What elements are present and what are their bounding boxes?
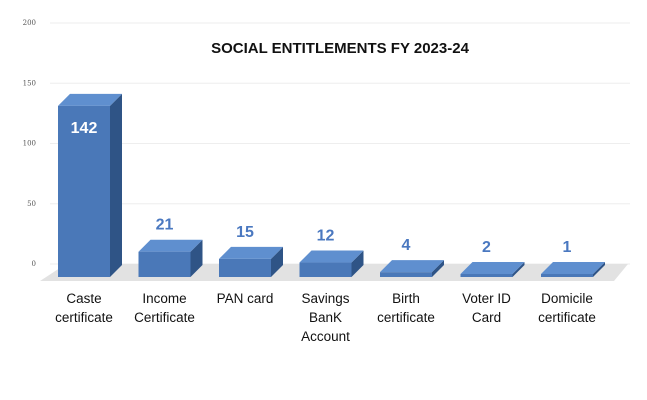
x-tick-label-line: Account [301, 329, 350, 344]
x-tick-label-line: Certificate [134, 310, 195, 325]
x-tick-label-line: Voter ID [462, 291, 511, 306]
bar-top [460, 262, 525, 274]
bar-6 [541, 262, 605, 277]
data-label: 21 [156, 217, 174, 234]
bar [299, 262, 352, 277]
bar-top [138, 239, 203, 252]
bar-side [512, 262, 525, 277]
bar-top [219, 246, 283, 259]
bar-side [593, 262, 605, 277]
bar [460, 274, 513, 277]
bar-5 [460, 262, 525, 277]
x-tick-label-line: certificate [377, 310, 435, 325]
bar-side [190, 239, 203, 277]
y-tick-label: 50 [27, 200, 36, 208]
data-label: 142 [71, 120, 98, 137]
x-tick-label-line: Caste [66, 291, 101, 306]
bar-2 [219, 246, 283, 277]
bar [58, 105, 110, 277]
bar-1 [138, 239, 203, 277]
x-tick-label-line: Birth [392, 291, 420, 306]
x-tick-label: Income Certificate [134, 291, 195, 325]
x-tick-label: Caste certificate [55, 291, 113, 325]
x-tick-label: Voter ID Card [462, 291, 511, 325]
bar-0 [58, 93, 122, 277]
x-tick-label: PAN card [217, 291, 274, 306]
data-label: 2 [482, 239, 491, 256]
x-tick-label: Domicile certificate [538, 291, 596, 325]
bar [138, 251, 191, 277]
bar-top [58, 93, 122, 106]
bar-top [380, 260, 444, 273]
bar [219, 258, 271, 277]
data-label: 12 [317, 228, 335, 245]
x-tick-label-line: PAN card [217, 291, 274, 306]
y-tick-label: 100 [23, 140, 36, 148]
bar-side [351, 250, 364, 277]
y-tick-label: 150 [23, 79, 36, 87]
y-tick-label: 0 [32, 260, 36, 268]
y-tick-label: 200 [23, 19, 36, 27]
x-tick-label-line: Domicile [541, 291, 593, 306]
chart-title: SOCIAL ENTITLEMENTS FY 2023-24 [211, 40, 469, 57]
bar-side [110, 93, 122, 277]
bar-3 [299, 250, 364, 277]
bar-top [299, 250, 364, 263]
data-label: 1 [563, 239, 572, 256]
bar-top [541, 262, 605, 274]
x-tick-label: Savings BanK Account [301, 291, 350, 344]
bar-side [271, 246, 283, 277]
data-label: 15 [236, 224, 254, 241]
bar-side [432, 260, 444, 277]
x-tick-label-line: Income [142, 291, 186, 306]
x-tick-label-line: BanK [309, 310, 342, 325]
bar-4 [380, 260, 444, 277]
bar [380, 272, 432, 277]
x-tick-label-line: Savings [301, 291, 349, 306]
x-tick-label-line: certificate [538, 310, 596, 325]
x-tick-label: Birth certificate [377, 291, 435, 325]
x-tick-label-line: Card [472, 310, 501, 325]
data-label: 4 [402, 237, 411, 254]
x-tick-label-line: certificate [55, 310, 113, 325]
bar [541, 274, 593, 277]
